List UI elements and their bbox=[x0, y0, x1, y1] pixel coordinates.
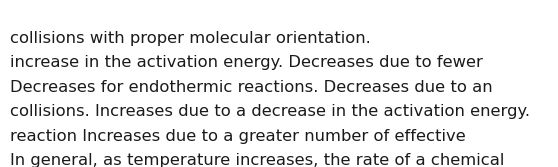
Text: reaction Increases due to a greater number of effective: reaction Increases due to a greater numb… bbox=[10, 128, 466, 143]
Text: increase in the activation energy. Decreases due to fewer: increase in the activation energy. Decre… bbox=[10, 55, 483, 70]
Text: collisions. Increases due to a decrease in the activation energy.: collisions. Increases due to a decrease … bbox=[10, 104, 530, 119]
Text: In general, as temperature increases, the rate of a chemical: In general, as temperature increases, th… bbox=[10, 153, 504, 167]
Text: Decreases for endothermic reactions. Decreases due to an: Decreases for endothermic reactions. Dec… bbox=[10, 79, 493, 95]
Text: collisions with proper molecular orientation.: collisions with proper molecular orienta… bbox=[10, 31, 371, 45]
